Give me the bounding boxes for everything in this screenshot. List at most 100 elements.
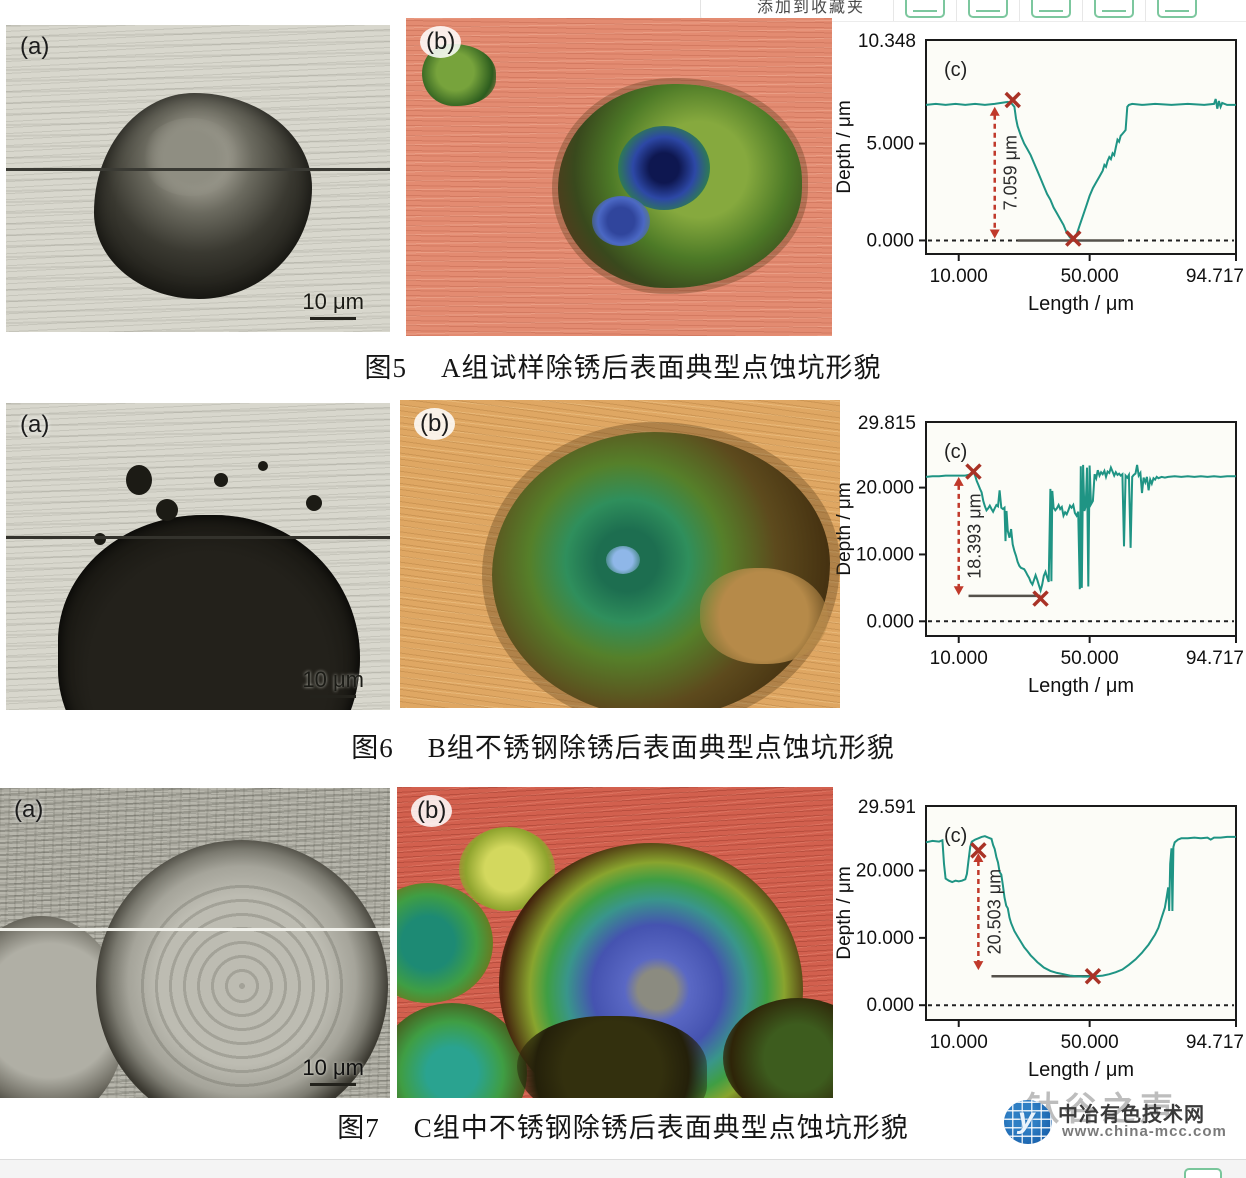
x-tick-label: 50.000 [1061,648,1119,669]
scale-bar-text: 10 μm [302,667,364,692]
wave-icon-glyph [1165,2,1190,12]
panel-b-label: (b) [411,795,453,827]
watermark-site-name: 中冶有色技术网 [1058,1104,1205,1126]
satellite-spot [94,533,106,545]
toolbar-label[interactable]: 添加到收藏夹 [757,0,866,16]
depth-value-label: 20.503 μm [984,869,1004,954]
depth-profile-svg: 7.059 μm 5.000 0.000 10.000 50.000 94.717 10.3… [834,31,1244,315]
x-tick-label: 10.000 [930,266,988,287]
card-icon[interactable] [905,0,946,18]
x-marker [1004,91,1021,109]
top-toolbar: 添加到收藏夹 [700,0,1246,22]
micrograph-a-fig5: (a) 10 μm [6,25,390,332]
profile-line [925,98,1236,241]
satellite-spot [306,495,322,511]
dark-deposit-blob [517,1016,707,1098]
y-tick-label: 10.000 [856,544,914,565]
home-icon-glyph [1039,2,1064,12]
frame-icon-glyph [1102,2,1127,12]
satellite-spot [214,473,228,487]
arrow-head [989,229,1000,239]
satellite-spot [258,461,268,471]
y-axis-label: Depth / μm [834,100,855,193]
panel-a-label: (a) [20,411,50,438]
scale-bar: 10 μm [302,1055,364,1086]
scale-bar-line [310,317,357,320]
micrograph-a-fig7: (a) 10 μm [0,788,390,1098]
x-axis-label: Length / μm [1028,293,1134,315]
profile-scan-line [6,168,390,171]
x-tick-label: 50.000 [1061,1032,1119,1053]
pit-depth-blue-zone [606,546,640,574]
x-marker [970,842,987,859]
wave-icon[interactable] [1157,0,1198,18]
x-tick-label: 94.717 [1186,266,1244,287]
heightmap-b-fig6: (b) [400,400,840,708]
x-marker [1032,590,1049,607]
figure-caption: 图6 B组不锈钢除锈后表面典型点蚀坑形貌 [0,726,1246,765]
share-arrows-icon-glyph [976,2,1001,12]
y-tick-label: 0.000 [866,995,914,1016]
arrow-head [973,853,984,863]
depth-profile-chart-fig5: 7.059 μm 5.000 0.000 10.000 50.000 94.717 10.3… [834,24,1246,316]
x-tick-label: 94.717 [1186,1032,1244,1053]
x-tick-label: 94.717 [1186,648,1244,669]
y-axis-label: Depth / μm [834,866,855,959]
profile-scan-line [0,928,390,931]
caption-text: C组中不锈钢除锈后表面典型点蚀坑形貌 [413,1113,909,1143]
card-icon-glyph [913,2,938,12]
x-marker [1065,230,1082,247]
toolbar-divider [1082,0,1084,21]
satellite-spot [156,499,178,521]
y-tick-label: 20.000 [856,478,914,499]
toolbar-divider [956,0,958,21]
globe-logo-letter: y [1018,1102,1035,1135]
x-marker [1084,968,1102,985]
y-axis-label: Depth / μm [834,482,855,575]
partial-green-button[interactable] [1184,1168,1222,1178]
figure-caption: 图5 A组试样除锈后表面典型点蚀坑形貌 [0,346,1246,385]
scale-bar-text: 10 μm [302,289,364,314]
satellite-spot [126,465,152,495]
depth-profile-svg: 20.503 μm 20.000 10.000 0.000 10.000 50.000 94… [834,797,1244,1081]
bottom-divider-strip [0,1159,1246,1178]
arrow-head [953,476,964,486]
corrosion-pit [96,840,388,1098]
scale-bar-line [310,695,357,698]
profile-scan-line [6,536,390,539]
depth-value-label: 7.059 μm [1001,135,1021,210]
panel-c-label: (c) [944,825,967,847]
home-icon[interactable] [1031,0,1072,18]
scale-bar: 10 μm [302,289,364,320]
scale-bar: 10 μm [302,667,364,698]
y-tick-label: 10.000 [856,928,914,949]
figure-caption: 图7 C组中不锈钢除锈后表面典型点蚀坑形貌 [0,1106,1246,1145]
toolbar-icon-group [893,0,1208,21]
x-tick-label: 10.000 [930,648,988,669]
frame-icon[interactable] [1094,0,1135,18]
depth-profile-chart-fig6: 18.393 μm 20.000 10.000 0.000 10.000 50.000 94… [834,406,1246,698]
caption-text: A组试样除锈后表面典型点蚀坑形貌 [441,353,882,383]
profile-line [925,464,1236,595]
toolbar-divider [1145,0,1147,21]
heightmap-b-fig7: (b) [397,787,833,1098]
panel-a-label: (a) [14,796,44,823]
scale-bar-line [310,1083,357,1086]
y-tick-label: 0.000 [866,611,914,632]
watermark-url: www.china-mcc.com [1062,1123,1227,1140]
panel-b-label: (b) [420,26,462,58]
y-max-label: 29.591 [858,797,916,818]
arrow-head [989,106,1000,116]
toolbar-divider [1019,0,1021,21]
x-axis-label: Length / μm [1028,675,1134,697]
panel-a-label: (a) [20,33,50,60]
caption-number: 图6 [351,733,394,763]
panel-b-label: (b) [414,408,456,440]
x-axis-label: Length / μm [1028,1059,1134,1081]
arrow-head [953,586,964,596]
share-arrows-icon[interactable] [968,0,1009,18]
pit-depth-blue-zone [618,126,710,210]
profile-line [925,835,1236,978]
depth-value-label: 18.393 μm [965,493,985,578]
depth-profile-chart-fig7: 20.503 μm 20.000 10.000 0.000 10.000 50.000 94… [834,790,1246,1082]
